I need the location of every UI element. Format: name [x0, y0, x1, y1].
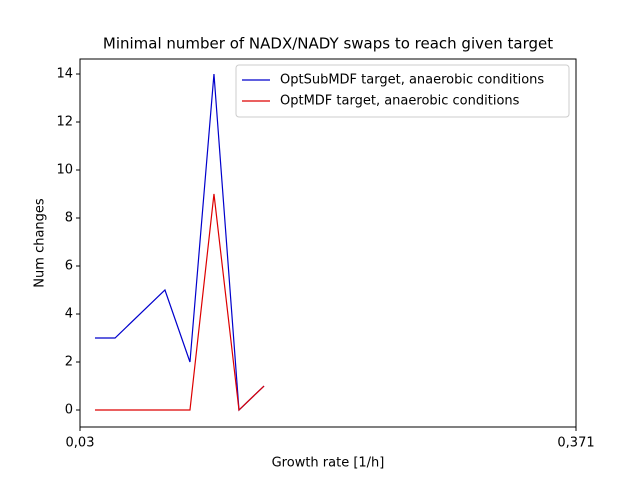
y-axis-label: Num changes [33, 198, 48, 288]
x-tick-label: 0,03 [66, 436, 95, 451]
chart-title: Minimal number of NADX/NADY swaps to rea… [103, 35, 553, 53]
y-tick-label: 0 [65, 403, 73, 418]
plot-frame [79, 58, 577, 428]
legend-label: OptMDF target, anaerobic conditions [280, 94, 520, 109]
y-tick-label: 8 [65, 211, 73, 226]
y-tick-label: 2 [65, 355, 73, 370]
data-line [94, 73, 265, 412]
y-tick-label: 12 [56, 115, 73, 130]
y-tick-label: 4 [65, 307, 73, 322]
y-tick-label: 6 [65, 259, 73, 274]
legend-box [235, 64, 570, 118]
data-line [94, 193, 265, 412]
x-axis-label: Growth rate [1/h] [272, 456, 385, 471]
x-tick-label: 0,371 [557, 436, 594, 451]
legend-label: OptSubMDF target, anaerobic conditions [280, 73, 544, 88]
y-tick-label: 10 [56, 163, 73, 178]
y-tick-label: 14 [56, 67, 73, 82]
